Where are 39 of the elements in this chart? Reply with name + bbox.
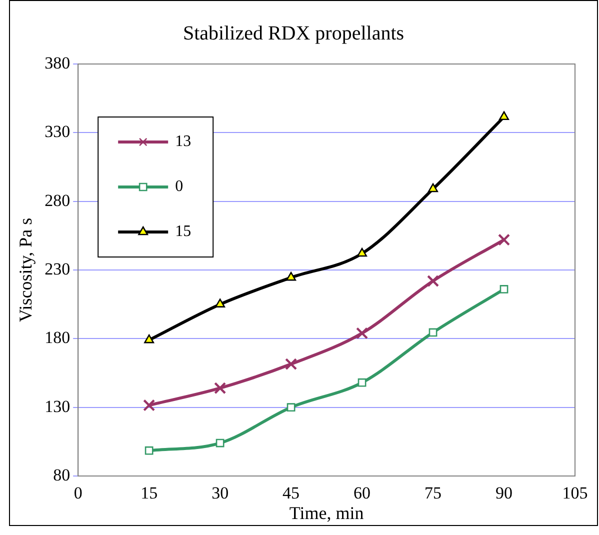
point — [144, 446, 154, 455]
y-tick-label: 380 — [44, 53, 70, 72]
x-tick-label: 15 — [140, 484, 158, 503]
legend-label: 13 — [175, 133, 192, 150]
point — [286, 403, 296, 412]
point — [215, 298, 226, 308]
y-tick-label: 130 — [44, 396, 70, 416]
x-axis-title: Time, min — [289, 502, 364, 523]
point — [499, 111, 509, 120]
point — [286, 272, 296, 281]
point — [357, 248, 368, 257]
x-tick-label: 105 — [562, 484, 588, 503]
y-tick-label: 80 — [53, 465, 70, 484]
legend-label: 15 — [175, 223, 192, 240]
legend-label: 0 — [175, 178, 184, 196]
point — [356, 327, 368, 340]
y-tick-label: 280 — [44, 190, 70, 210]
chart-title: Stabilized RDX propellants — [182, 22, 404, 44]
y-tick-label: 230 — [44, 259, 70, 278]
x-tick-label: 45 — [282, 484, 300, 503]
y-tick-label: 180 — [44, 328, 70, 348]
point — [143, 399, 156, 412]
point — [426, 274, 440, 288]
point — [500, 285, 508, 294]
x-tick-label: 75 — [424, 484, 442, 503]
point — [498, 234, 510, 246]
y-tick-label: 330 — [44, 122, 70, 142]
point — [144, 334, 154, 344]
x-tick-label: 90 — [496, 484, 513, 503]
x-tick-label: 60 — [354, 484, 371, 503]
point — [216, 438, 224, 448]
point — [428, 328, 438, 337]
point — [285, 358, 298, 370]
point — [428, 183, 438, 192]
x-tick-label: 30 — [212, 484, 229, 503]
point — [214, 382, 226, 394]
x-tick-label: 0 — [74, 484, 82, 503]
point — [358, 378, 366, 387]
y-axis-title: Viscosity, Pa s — [16, 218, 36, 322]
